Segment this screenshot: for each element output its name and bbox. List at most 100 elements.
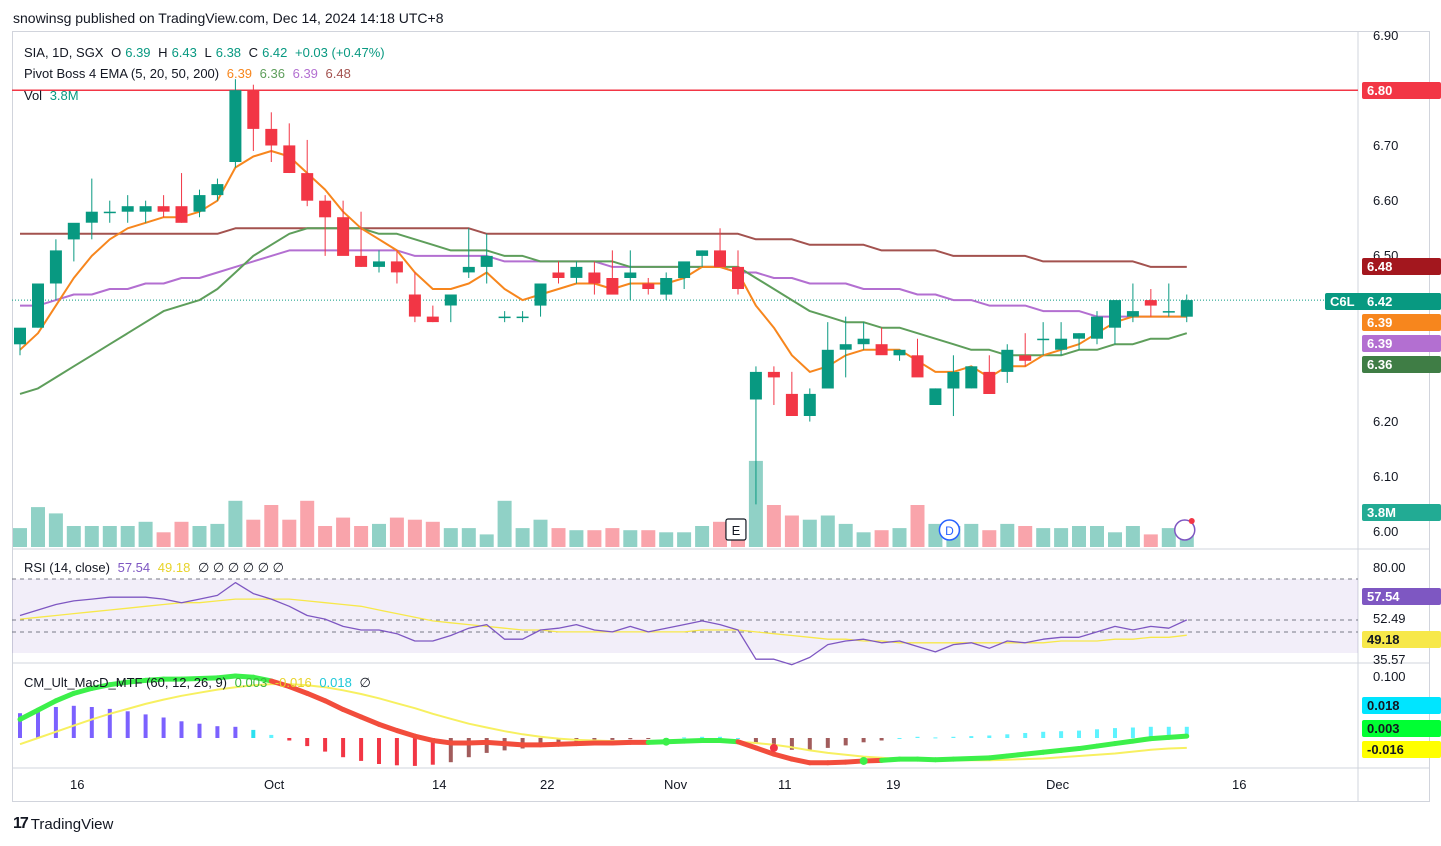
dividend-marker-label: D — [945, 524, 954, 538]
candle-body — [121, 206, 134, 212]
candle-body — [678, 261, 691, 278]
macd-line-segment — [968, 755, 992, 761]
macd-line-segment — [1112, 738, 1136, 747]
volume-bar — [1072, 526, 1086, 547]
volume-bar — [120, 526, 135, 547]
macd-histogram-bar — [969, 736, 974, 738]
macd-histogram-bar — [861, 738, 866, 743]
macd-line-segment — [735, 739, 759, 751]
macd-line-segment — [232, 673, 256, 680]
macd-histogram-bar — [412, 738, 417, 766]
volume-bar — [533, 519, 548, 547]
candle-body — [965, 366, 978, 389]
volume-bar — [66, 526, 81, 547]
candle-body — [1126, 311, 1139, 317]
rsi-ma-value: 49.18 — [157, 560, 191, 575]
macd-line-segment — [17, 707, 41, 722]
volume-bar — [372, 523, 386, 547]
earnings-marker-label: E — [732, 523, 741, 538]
volume-bar — [695, 526, 710, 547]
candle-body — [229, 90, 242, 162]
volume-bar — [802, 519, 817, 547]
macd-histogram-bar — [610, 738, 615, 740]
volume-bar — [246, 519, 261, 547]
macd-line-segment — [466, 739, 490, 746]
volume-bar — [479, 534, 494, 547]
candle-body — [534, 283, 547, 306]
macd-histogram-bar — [233, 726, 238, 738]
time-tick: 19 — [886, 777, 901, 792]
rsi-line — [19, 581, 1188, 666]
rsi-tick: 35.57 — [1373, 652, 1406, 667]
ema5-value: 6.39 — [226, 66, 253, 81]
tradingview-logo[interactable]: 17 TradingView — [13, 815, 113, 833]
macd-histogram-bar — [556, 738, 561, 744]
macd-histogram-bar — [1059, 731, 1064, 738]
ema20-line — [19, 227, 1188, 395]
macd-histogram-bar — [807, 738, 812, 751]
macd-line-segment — [197, 675, 220, 681]
macd-line-segment — [394, 728, 418, 739]
macd-histogram-bar — [341, 738, 346, 758]
macd-line-segment — [609, 739, 633, 746]
candle-body — [1109, 300, 1121, 328]
candle-body — [265, 128, 278, 146]
ema50-line — [20, 249, 1187, 318]
macd-histogram-bar — [825, 738, 830, 748]
volume-bar — [354, 526, 369, 547]
candle-body — [193, 195, 206, 212]
macd-tag-a: 0.018 — [1362, 697, 1441, 714]
macd-histogram-bar — [466, 738, 471, 758]
candle-body — [301, 173, 314, 201]
candle-body — [373, 261, 385, 267]
macd-line-segment — [932, 756, 956, 763]
ema5-tag: 6.39 — [1362, 314, 1441, 331]
ema50-value: 6.39 — [292, 66, 318, 81]
candle-body — [642, 283, 655, 289]
macd-line-segment — [1076, 743, 1100, 752]
volume-bar — [838, 523, 853, 547]
volume-bar — [210, 523, 225, 547]
candle-body — [1073, 333, 1085, 339]
macd-line-segment — [35, 698, 59, 713]
macd-histogram-bar — [484, 738, 489, 753]
legend-open: 6.39 — [125, 45, 151, 60]
volume-bar — [713, 521, 727, 547]
ema20-value: 6.36 — [259, 66, 285, 81]
candle-body — [426, 316, 439, 323]
macd-line-segment — [1040, 747, 1064, 755]
macd-histogram-bar — [933, 737, 938, 739]
volume-bar — [13, 528, 27, 547]
volume-bar — [784, 515, 799, 547]
legend-c-label: C — [248, 45, 259, 60]
macd-line-segment — [179, 675, 202, 682]
macd-histogram-bar — [1130, 727, 1135, 738]
macd-histogram-bar — [718, 736, 722, 738]
tradingview-wordmark: TradingView — [30, 815, 114, 833]
macd-histogram-bar — [179, 721, 184, 738]
candle-body — [785, 393, 798, 416]
candle-body — [983, 371, 996, 394]
candle-body — [893, 349, 906, 356]
candle-body — [14, 327, 26, 345]
macd-line-segment — [502, 741, 526, 748]
macd-histogram-bar — [161, 717, 166, 738]
candle-body — [283, 145, 296, 173]
macd-histogram-bar — [197, 723, 202, 738]
volume-bar — [156, 532, 171, 547]
price-tick: 6.90 — [1373, 28, 1399, 43]
last-price-tag: 6.42 — [1362, 293, 1441, 310]
macd-signal-line — [19, 683, 1187, 762]
macd-histogram-bar — [215, 726, 220, 738]
macd-histogram-bar — [377, 738, 381, 764]
macd-histogram-bar — [107, 708, 112, 738]
macd-histogram-bar — [646, 738, 651, 739]
candle-body — [516, 316, 529, 319]
candle-body — [85, 211, 98, 223]
macd-line-segment — [412, 733, 436, 743]
macd-histogram-bar — [843, 738, 848, 746]
legend-high: 6.43 — [171, 45, 197, 60]
candle-body — [480, 255, 493, 267]
macd-histogram-bar — [682, 737, 687, 739]
